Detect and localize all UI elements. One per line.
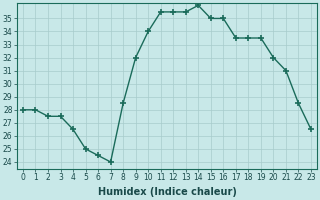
X-axis label: Humidex (Indice chaleur): Humidex (Indice chaleur) bbox=[98, 187, 236, 197]
